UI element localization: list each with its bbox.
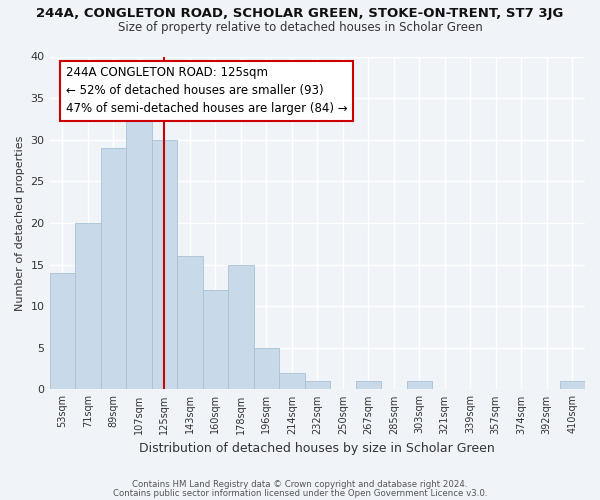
Text: Contains public sector information licensed under the Open Government Licence v3: Contains public sector information licen… bbox=[113, 489, 487, 498]
Bar bbox=[254, 348, 279, 390]
Bar bbox=[356, 381, 381, 390]
Bar bbox=[177, 256, 203, 390]
Y-axis label: Number of detached properties: Number of detached properties bbox=[15, 136, 25, 310]
X-axis label: Distribution of detached houses by size in Scholar Green: Distribution of detached houses by size … bbox=[139, 442, 495, 455]
Bar bbox=[75, 223, 101, 390]
Bar bbox=[203, 290, 228, 390]
Bar bbox=[228, 264, 254, 390]
Bar bbox=[560, 381, 585, 390]
Bar bbox=[152, 140, 177, 390]
Text: Size of property relative to detached houses in Scholar Green: Size of property relative to detached ho… bbox=[118, 21, 482, 34]
Bar bbox=[279, 373, 305, 390]
Bar bbox=[126, 115, 152, 390]
Bar bbox=[407, 381, 432, 390]
Bar bbox=[305, 381, 330, 390]
Bar bbox=[101, 148, 126, 390]
Text: Contains HM Land Registry data © Crown copyright and database right 2024.: Contains HM Land Registry data © Crown c… bbox=[132, 480, 468, 489]
Text: 244A, CONGLETON ROAD, SCHOLAR GREEN, STOKE-ON-TRENT, ST7 3JG: 244A, CONGLETON ROAD, SCHOLAR GREEN, STO… bbox=[37, 8, 563, 20]
Bar bbox=[50, 273, 75, 390]
Text: 244A CONGLETON ROAD: 125sqm
← 52% of detached houses are smaller (93)
47% of sem: 244A CONGLETON ROAD: 125sqm ← 52% of det… bbox=[65, 66, 347, 116]
